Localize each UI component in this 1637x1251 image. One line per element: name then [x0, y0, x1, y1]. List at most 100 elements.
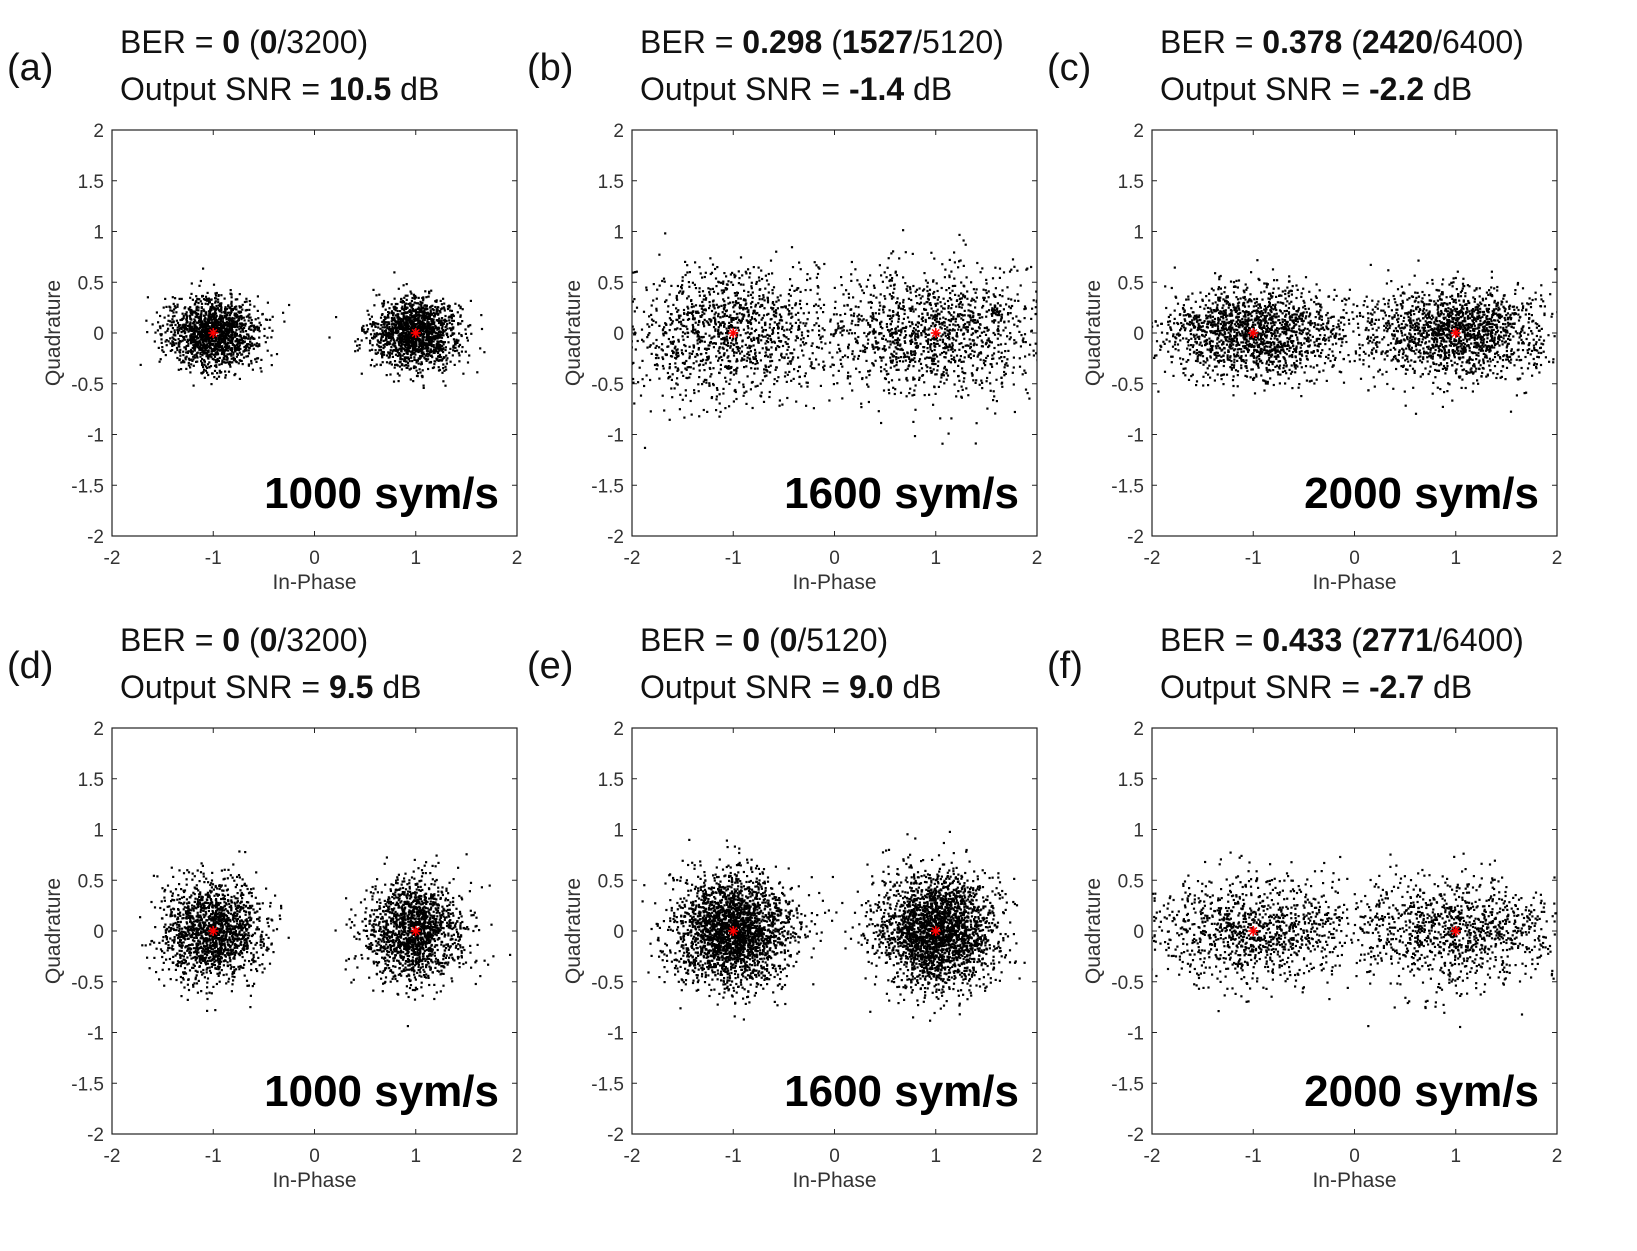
scatter-point — [423, 316, 425, 318]
scatter-point — [698, 347, 700, 349]
scatter-point — [671, 396, 673, 398]
scatter-point — [704, 319, 706, 321]
scatter-point — [411, 340, 413, 342]
scatter-point — [422, 344, 424, 346]
scatter-point — [715, 355, 717, 357]
scatter-point — [174, 329, 176, 331]
scatter-point — [730, 318, 732, 320]
scatter-point — [426, 320, 428, 322]
scatter-point — [165, 354, 167, 356]
scatter-point — [720, 356, 722, 358]
scatter-point — [391, 303, 393, 305]
scatter-point — [722, 338, 724, 340]
scatter-point — [393, 345, 395, 347]
scatter-point — [195, 295, 197, 297]
scatter-point — [627, 293, 629, 295]
scatter-point — [402, 355, 404, 357]
scatter-point — [230, 347, 232, 349]
scatter-point — [787, 338, 789, 340]
scatter-point — [687, 332, 689, 334]
scatter-point — [201, 331, 203, 333]
scatter-point — [202, 268, 204, 270]
scatter-point — [243, 357, 245, 359]
scatter-point — [705, 382, 707, 384]
scatter-point — [438, 348, 440, 350]
scatter-point — [713, 317, 715, 319]
scatter-point — [655, 339, 657, 341]
scatter-point — [663, 367, 665, 369]
scatter-point — [921, 295, 923, 297]
scatter-point — [229, 329, 231, 331]
scatter-point — [1014, 411, 1016, 413]
scatter-point — [733, 352, 735, 354]
scatter-point — [454, 347, 456, 349]
scatter-point — [838, 370, 840, 372]
scatter-point — [433, 345, 435, 347]
scatter-point — [728, 383, 730, 385]
scatter-point — [748, 354, 750, 356]
scatter-point — [393, 308, 395, 310]
scatter-point — [758, 267, 760, 269]
scatter-point — [423, 385, 425, 387]
scatter-point — [999, 294, 1001, 296]
scatter-point — [769, 327, 771, 329]
scatter-point — [841, 397, 843, 399]
scatter-point — [217, 345, 219, 347]
scatter-point — [431, 321, 433, 323]
scatter-point — [375, 349, 377, 351]
scatter-point — [461, 351, 463, 353]
scatter-point — [436, 310, 438, 312]
scatter-point — [960, 361, 962, 363]
scatter-point — [798, 376, 800, 378]
scatter-point — [903, 356, 905, 358]
scatter-point — [762, 379, 764, 381]
scatter-point — [757, 368, 759, 370]
scatter-point — [211, 319, 213, 321]
scatter-point — [695, 287, 697, 289]
scatter-point — [481, 328, 483, 330]
scatter-point — [384, 330, 386, 332]
scatter-point — [785, 322, 787, 324]
scatter-point — [247, 355, 249, 357]
scatter-point — [458, 360, 460, 362]
scatter-point — [748, 345, 750, 347]
scatter-point — [871, 320, 873, 322]
scatter-point — [897, 344, 899, 346]
scatter-point — [234, 313, 236, 315]
y-tick-label: 1 — [93, 223, 104, 244]
scatter-point — [774, 378, 776, 380]
x-tick-label: 2 — [512, 548, 523, 569]
scatter-point — [415, 313, 417, 315]
scatter-point — [841, 284, 843, 286]
scatter-point — [175, 311, 177, 313]
scatter-point — [254, 344, 256, 346]
scatter-point — [421, 340, 423, 342]
scatter-point — [411, 307, 413, 309]
scatter-point — [387, 301, 389, 303]
scatter-point — [870, 307, 872, 309]
scatter-point — [842, 356, 844, 358]
scatter-point — [653, 283, 655, 285]
scatter-point — [880, 293, 882, 295]
scatter-point — [812, 352, 814, 354]
scatter-point — [204, 360, 206, 362]
panel-b: (b)BER = 0.298 (1527/5120)Output SNR = -… — [527, 24, 1113, 594]
scatter-point — [798, 328, 800, 330]
scatter-point — [889, 340, 891, 342]
scatter-point — [439, 340, 441, 342]
scatter-point — [260, 367, 262, 369]
scatter-point — [283, 321, 285, 323]
scatter-point — [700, 336, 702, 338]
scatter-point — [423, 353, 425, 355]
scatter-point — [646, 374, 648, 376]
scatter-point — [913, 310, 915, 312]
scatter-point — [200, 300, 202, 302]
scatter-point — [403, 301, 405, 303]
scatter-point — [201, 351, 203, 353]
scatter-point — [809, 358, 811, 360]
scatter-point — [381, 330, 383, 332]
scatter-point — [849, 375, 851, 377]
scatter-point — [399, 355, 401, 357]
scatter-point — [226, 325, 228, 327]
scatter-point — [429, 330, 431, 332]
